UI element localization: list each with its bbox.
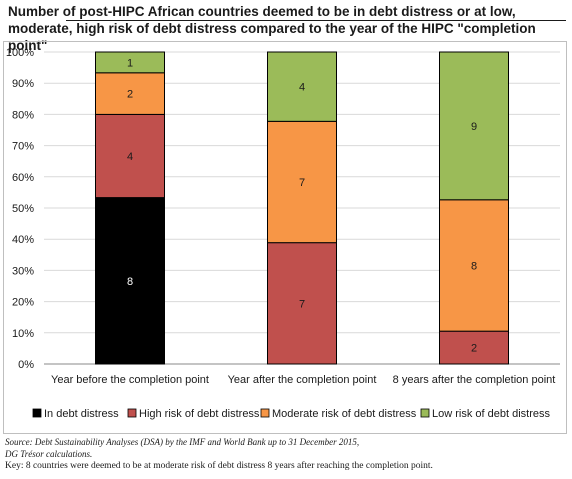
bar-segment bbox=[439, 199, 509, 332]
x-tick-label: Year after the completion point bbox=[228, 374, 377, 386]
y-tick-label: 80% bbox=[12, 109, 34, 121]
bar-segment bbox=[95, 197, 165, 365]
key-note: Key: 8 countries were deemed to be at mo… bbox=[5, 461, 433, 471]
data-label: 2 bbox=[471, 343, 477, 355]
data-label: 1 bbox=[127, 57, 133, 69]
data-label: 2 bbox=[127, 89, 133, 101]
legend-label: High risk of debt distress bbox=[139, 408, 260, 420]
y-tick-label: 50% bbox=[12, 203, 34, 215]
data-label: 9 bbox=[471, 121, 477, 133]
y-tick-label: 0% bbox=[18, 359, 34, 371]
bar-segment bbox=[95, 113, 165, 199]
legend-swatch bbox=[32, 408, 42, 418]
title-underline bbox=[66, 20, 566, 21]
bar-segment bbox=[439, 51, 509, 201]
y-tick-label: 20% bbox=[12, 297, 34, 309]
data-label: 7 bbox=[299, 298, 305, 310]
bar-segment bbox=[267, 51, 337, 122]
x-tick-label: 8 years after the completion point bbox=[393, 374, 556, 386]
x-tick-label: Year before the completion point bbox=[51, 374, 209, 386]
chart-title: Number of post-HIPC African countries de… bbox=[8, 4, 536, 53]
data-label: 8 bbox=[127, 276, 133, 288]
calculation-note: DG Trésor calculations. bbox=[5, 449, 93, 459]
legend-swatch bbox=[260, 408, 270, 418]
legend-label: Low risk of debt distress bbox=[432, 408, 550, 420]
bar-segment bbox=[267, 242, 337, 365]
chart-frame bbox=[3, 41, 567, 434]
data-label: 8 bbox=[471, 260, 477, 272]
data-label: 7 bbox=[299, 177, 305, 189]
y-tick-label: 70% bbox=[12, 141, 34, 153]
legend-swatch bbox=[127, 408, 137, 418]
y-tick-label: 90% bbox=[12, 78, 34, 90]
y-tick-label: 100% bbox=[6, 47, 34, 59]
data-label: 4 bbox=[127, 151, 133, 163]
legend-swatch bbox=[420, 408, 430, 418]
source-note: Source: Debt Sustainability Analyses (DS… bbox=[5, 437, 360, 447]
y-tick-label: 60% bbox=[12, 172, 34, 184]
bar-segment bbox=[267, 120, 337, 244]
legend-label: Moderate risk of debt distress bbox=[272, 408, 417, 420]
legend-label: In debt distress bbox=[44, 408, 119, 420]
y-tick-label: 10% bbox=[12, 328, 34, 340]
bar-segment bbox=[95, 51, 165, 74]
data-label: 4 bbox=[299, 82, 305, 94]
y-tick-label: 40% bbox=[12, 234, 34, 246]
y-tick-label: 30% bbox=[12, 265, 34, 277]
